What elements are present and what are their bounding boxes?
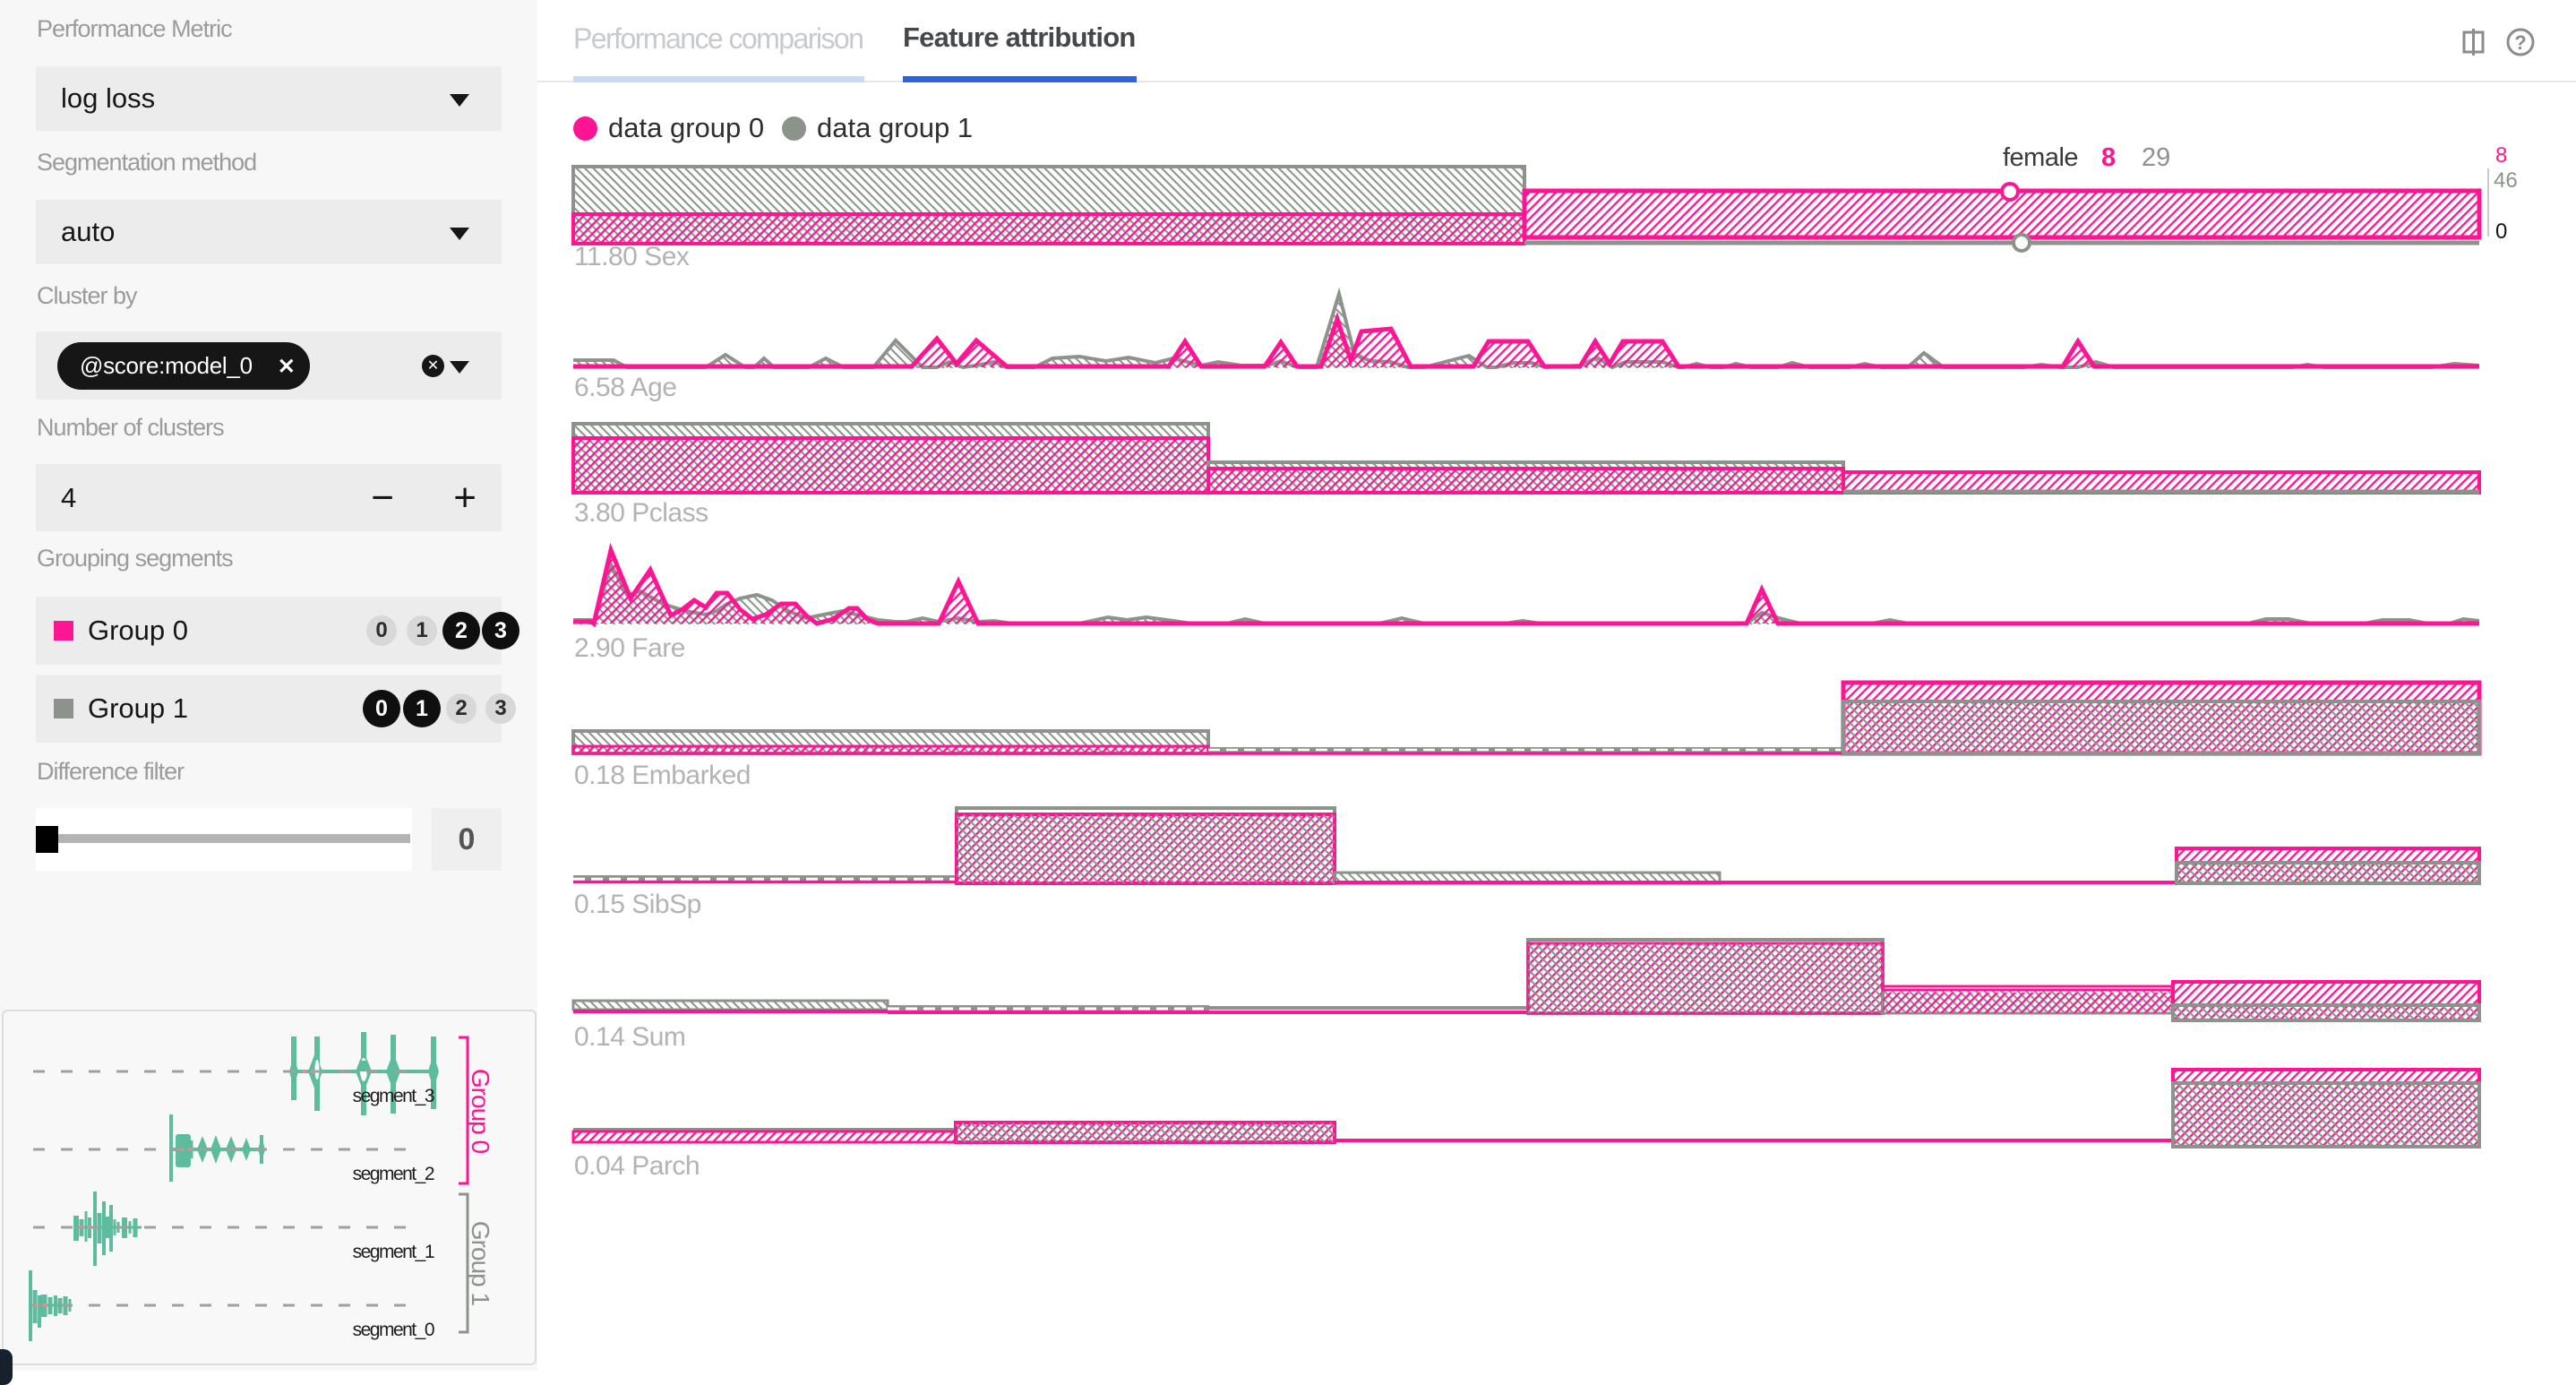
svg-text:?: ? — [2514, 31, 2526, 54]
svg-text:Group 1: Group 1 — [467, 1221, 494, 1306]
svg-text:Group 0: Group 0 — [467, 1069, 494, 1154]
